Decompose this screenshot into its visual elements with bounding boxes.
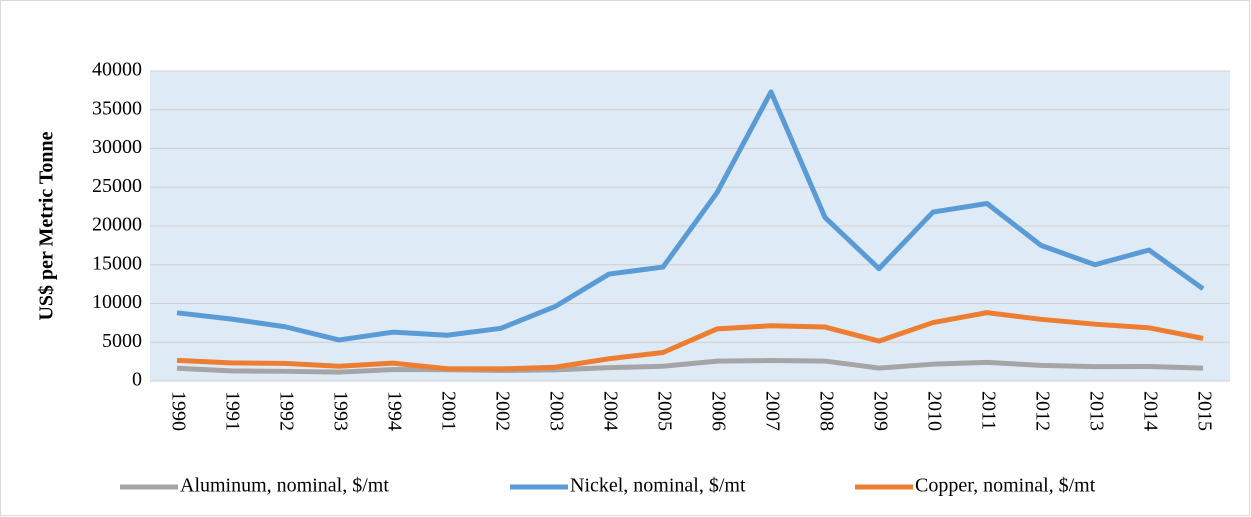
x-tick-label: 2001 — [437, 391, 459, 431]
x-tick-label: 2011 — [977, 391, 999, 430]
y-tick-label: 20000 — [92, 214, 142, 236]
line — [176, 310, 1204, 372]
y-tick-label: 15000 — [92, 252, 142, 274]
legend-label: Aluminum, nominal, $/mt — [180, 475, 389, 497]
y-tick-label: 25000 — [92, 175, 142, 197]
x-tick-label: 1992 — [275, 391, 297, 431]
y-tick-label: 0 — [132, 369, 142, 391]
legend-label: Nickel, nominal, $/mt — [570, 475, 746, 497]
x-tick-label: 2006 — [707, 391, 729, 431]
y-tick-label: 10000 — [92, 291, 142, 313]
x-tick-label: 2007 — [761, 391, 783, 431]
line — [176, 89, 1205, 343]
x-tick-label: 1990 — [167, 391, 189, 431]
x-tick-label: 2009 — [869, 391, 891, 431]
y-tick-label: 5000 — [102, 330, 142, 352]
line — [176, 358, 1204, 375]
x-tick-label: 2010 — [923, 391, 945, 431]
x-tick-label: 2014 — [1139, 391, 1161, 431]
x-tick-label: 2008 — [815, 391, 837, 431]
x-tick-label: 2013 — [1085, 391, 1107, 431]
x-tick-label: 2003 — [545, 391, 567, 431]
y-tick-label: 35000 — [92, 97, 142, 119]
x-tick-label: 1994 — [383, 391, 405, 431]
x-tick-label: 2004 — [599, 391, 621, 431]
x-tick-label: 2002 — [491, 391, 513, 431]
y-axis-label: US$ per Metric Tonne — [36, 131, 58, 320]
x-tick-label: 1993 — [329, 391, 351, 431]
x-tick-label: 2012 — [1031, 391, 1053, 431]
legend-label: Copper, nominal, $/mt — [915, 475, 1096, 497]
x-tick-label: 2005 — [653, 391, 675, 431]
y-tick-label: 40000 — [92, 59, 142, 81]
y-tick-label: 30000 — [92, 136, 142, 158]
x-tick-label: 2015 — [1193, 391, 1215, 431]
x-tick-label: 1991 — [221, 391, 243, 431]
